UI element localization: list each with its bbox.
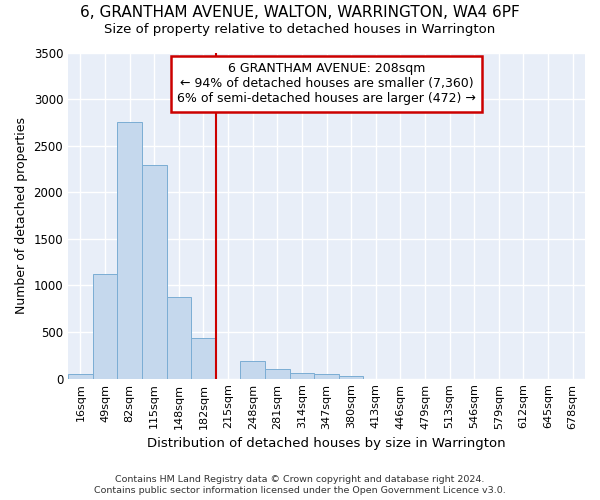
Bar — [314, 374, 339, 378]
Text: 6, GRANTHAM AVENUE, WALTON, WARRINGTON, WA4 6PF: 6, GRANTHAM AVENUE, WALTON, WARRINGTON, … — [80, 5, 520, 20]
Text: Contains public sector information licensed under the Open Government Licence v3: Contains public sector information licen… — [94, 486, 506, 495]
Bar — [265, 369, 290, 378]
Bar — [142, 166, 167, 378]
Bar — [92, 274, 117, 378]
Bar — [290, 373, 314, 378]
Text: Contains HM Land Registry data © Crown copyright and database right 2024.: Contains HM Land Registry data © Crown c… — [115, 475, 485, 484]
Bar — [167, 297, 191, 378]
Y-axis label: Number of detached properties: Number of detached properties — [15, 117, 28, 314]
Bar — [191, 338, 216, 378]
Text: 6 GRANTHAM AVENUE: 208sqm
← 94% of detached houses are smaller (7,360)
6% of sem: 6 GRANTHAM AVENUE: 208sqm ← 94% of detac… — [177, 62, 476, 106]
Bar — [241, 362, 265, 378]
Bar — [339, 376, 364, 378]
Text: Size of property relative to detached houses in Warrington: Size of property relative to detached ho… — [104, 22, 496, 36]
Bar — [68, 374, 92, 378]
Bar — [117, 122, 142, 378]
X-axis label: Distribution of detached houses by size in Warrington: Distribution of detached houses by size … — [147, 437, 506, 450]
